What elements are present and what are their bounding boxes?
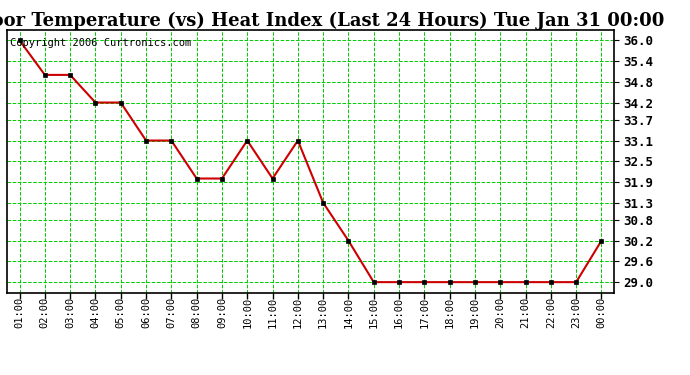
Text: 02:00: 02:00 — [40, 297, 50, 328]
Text: 14:00: 14:00 — [344, 297, 353, 328]
Text: 15:00: 15:00 — [368, 297, 379, 328]
Text: 16:00: 16:00 — [394, 297, 404, 328]
Text: 20:00: 20:00 — [495, 297, 505, 328]
Text: 00:00: 00:00 — [596, 297, 607, 328]
Text: 06:00: 06:00 — [141, 297, 151, 328]
Text: 23:00: 23:00 — [571, 297, 581, 328]
Text: 04:00: 04:00 — [90, 297, 101, 328]
Text: Copyright 2006 Curtronics.com: Copyright 2006 Curtronics.com — [10, 38, 191, 48]
Text: 22:00: 22:00 — [546, 297, 556, 328]
Text: 07:00: 07:00 — [166, 297, 177, 328]
Text: 05:00: 05:00 — [116, 297, 126, 328]
Text: 13:00: 13:00 — [318, 297, 328, 328]
Text: 11:00: 11:00 — [268, 297, 277, 328]
Text: 03:00: 03:00 — [65, 297, 75, 328]
Text: 12:00: 12:00 — [293, 297, 303, 328]
Text: 01:00: 01:00 — [14, 297, 25, 328]
Text: 18:00: 18:00 — [444, 297, 455, 328]
Text: 21:00: 21:00 — [520, 297, 531, 328]
Text: 17:00: 17:00 — [420, 297, 429, 328]
Text: 08:00: 08:00 — [192, 297, 201, 328]
Text: 09:00: 09:00 — [217, 297, 227, 328]
Text: 19:00: 19:00 — [470, 297, 480, 328]
Text: Outdoor Temperature (vs) Heat Index (Last 24 Hours) Tue Jan 31 00:00: Outdoor Temperature (vs) Heat Index (Las… — [0, 11, 664, 30]
Text: 10:00: 10:00 — [242, 297, 253, 328]
